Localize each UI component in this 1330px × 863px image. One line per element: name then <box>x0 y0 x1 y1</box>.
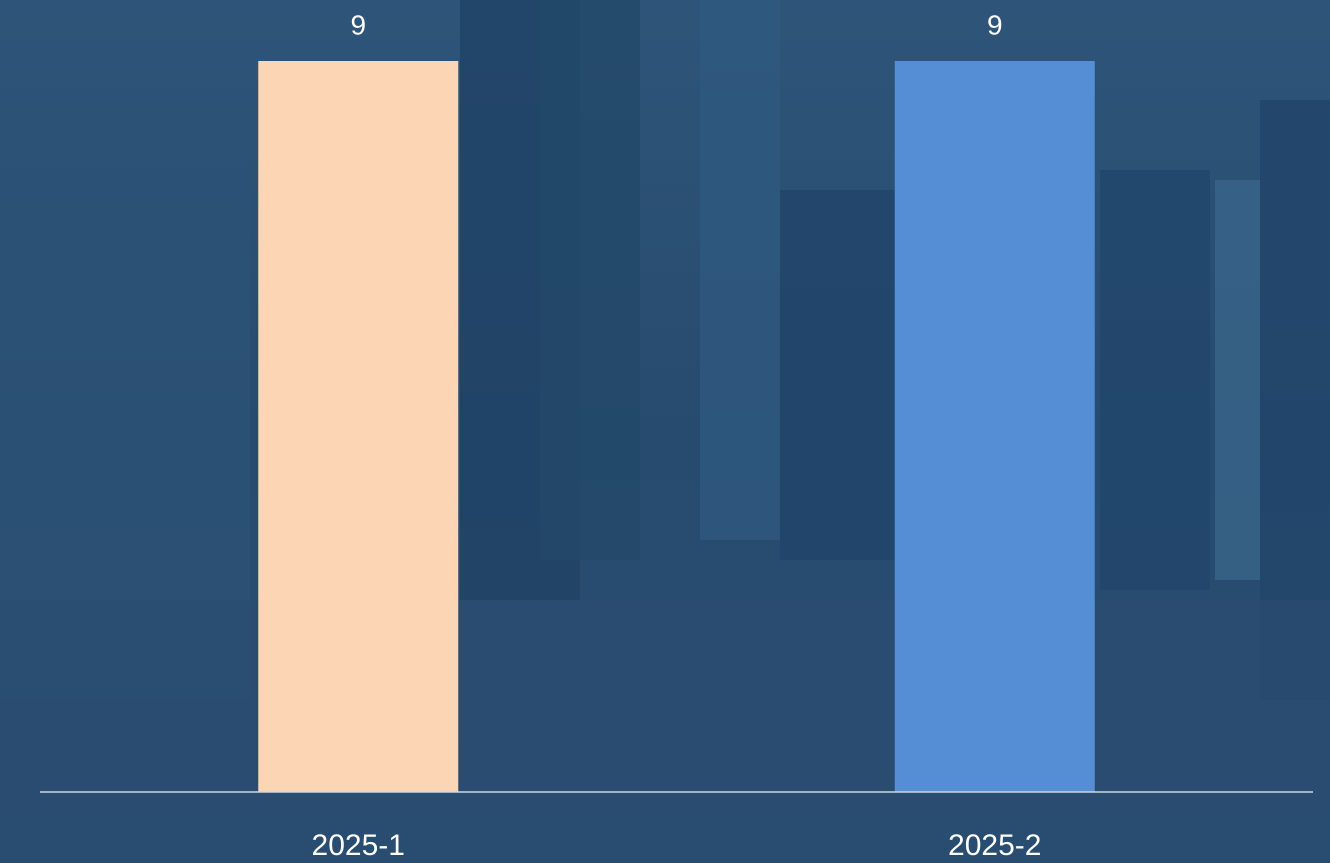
chart: 9 2025-1 9 2025-2 <box>0 0 1330 863</box>
bar <box>258 61 458 792</box>
bar <box>895 61 1095 792</box>
background <box>0 0 1330 863</box>
value-label: 9 <box>350 9 366 40</box>
x-tick-label: 2025-1 <box>312 829 405 862</box>
page: {"chart_data": {"type": "bar", "categori… <box>0 0 1330 863</box>
x-tick-label: 2025-2 <box>948 829 1041 862</box>
value-label: 9 <box>987 9 1003 40</box>
